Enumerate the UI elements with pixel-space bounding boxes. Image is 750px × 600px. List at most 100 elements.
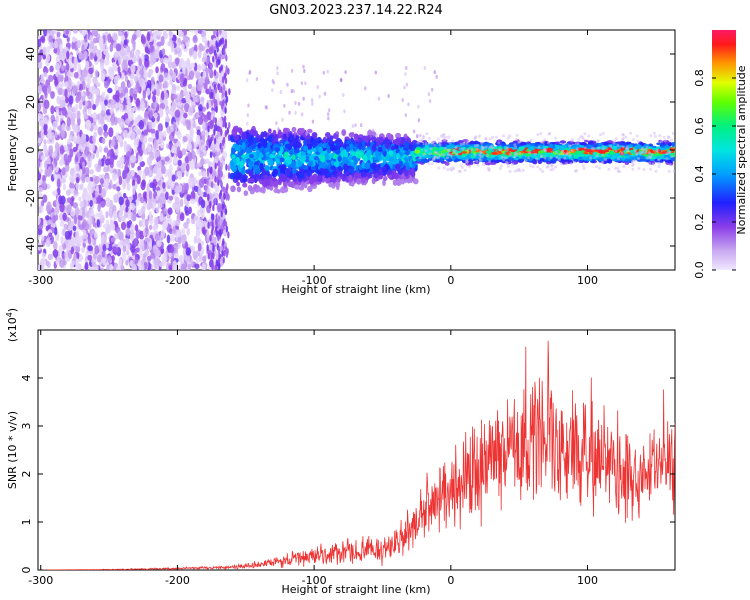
spectrogram-cell xyxy=(88,265,94,270)
spectrogram-cell xyxy=(193,141,199,148)
spectrogram-cell xyxy=(283,186,289,193)
spectrogram-cell xyxy=(222,120,226,128)
spectrogram-cell xyxy=(77,39,81,48)
spectrogram-cell xyxy=(301,155,307,161)
spectrogram-cell xyxy=(217,136,222,143)
spectrogram-cell xyxy=(311,119,315,124)
spectrogram-cell xyxy=(283,151,289,158)
spectrogram-cell xyxy=(102,223,108,229)
spectrogram-cell xyxy=(212,37,217,47)
spectrogram-cell xyxy=(267,158,274,166)
spectrogram-cell xyxy=(306,139,311,145)
spectrogram-cell xyxy=(341,129,347,137)
spectrogram-cell xyxy=(107,255,112,264)
spectrogram-cell xyxy=(304,81,307,86)
spectrogram-cell xyxy=(99,178,105,185)
spectrogram-cell xyxy=(153,139,157,149)
spectrogram-cell xyxy=(175,57,180,67)
spectrogram-cell xyxy=(79,168,83,177)
spectrogram-cell xyxy=(247,185,253,192)
spectrogram-cell xyxy=(239,160,245,169)
spectrogram-cell xyxy=(113,63,118,72)
spectrogram-cell xyxy=(49,40,54,50)
spectrogram-cell xyxy=(364,162,370,170)
spectrogram-cell xyxy=(259,134,264,139)
spectrogram-cell xyxy=(184,241,189,250)
spectrogram-cell xyxy=(89,199,93,208)
spectrogram-cell xyxy=(180,228,186,235)
spectrogram-cell xyxy=(70,112,77,120)
spectrogram-cell xyxy=(222,84,226,92)
spectrogram-cell xyxy=(67,154,72,163)
spectrogram-cell xyxy=(345,145,350,153)
spectrogram-cell xyxy=(147,137,153,143)
spectrogram-cell xyxy=(324,153,330,161)
spectrogram-cell xyxy=(401,136,406,145)
spectrogram-cell xyxy=(62,183,67,191)
spectrogram-cell xyxy=(143,242,148,250)
spectrogram-cell xyxy=(114,51,119,58)
spectrogram-cell xyxy=(216,131,221,138)
spectrogram-cell xyxy=(213,128,216,136)
spectrogram-cell xyxy=(72,123,78,133)
spectrogram-cell xyxy=(89,143,95,152)
spectrogram-cell xyxy=(246,113,250,118)
spectrogram-cell xyxy=(69,240,74,247)
spectrogram-cell xyxy=(60,177,67,184)
spectrogram-cell xyxy=(59,220,65,227)
spectrogram-cell xyxy=(284,143,291,149)
spectrogram-cell xyxy=(171,146,177,154)
spectrogram-cell xyxy=(302,139,309,145)
spectrogram-cell xyxy=(115,43,122,52)
spectrogram-cell xyxy=(221,186,226,192)
spectrogram-cell xyxy=(167,178,173,187)
spectrogram-cell xyxy=(38,187,43,193)
spectrogram-cell xyxy=(263,130,268,138)
spectrogram-cell xyxy=(214,197,217,205)
spectrogram-cell xyxy=(307,171,311,177)
spectrogram-cell xyxy=(218,214,224,225)
spectrogram-cell xyxy=(146,156,152,166)
spectrogram-cell xyxy=(165,92,169,100)
spectrogram-cell xyxy=(216,143,220,153)
spectrogram-cell xyxy=(72,85,78,95)
spectrogram-cell xyxy=(85,90,91,97)
spectrogram-cell xyxy=(95,48,100,58)
spectrogram-cell xyxy=(171,61,176,70)
spectrogram-cell xyxy=(160,90,165,101)
spectrogram-cell xyxy=(63,153,69,162)
spectrogram-cell xyxy=(41,85,48,94)
spectrogram-cell xyxy=(92,30,99,36)
spectrogram-cell xyxy=(204,76,210,85)
spectrogram-cell xyxy=(56,31,61,38)
spectrogram-cell xyxy=(160,229,166,239)
spectrogram-cell xyxy=(195,257,200,264)
spectrogram-cell xyxy=(99,43,106,52)
spectrogram-cell xyxy=(383,175,388,182)
spectrogram-cell xyxy=(200,96,205,102)
spectrogram-cell xyxy=(61,48,66,55)
spectrogram-cell xyxy=(200,45,206,52)
spectrogram-cell xyxy=(155,195,160,201)
spectrogram-cell xyxy=(101,91,106,98)
spectrogram-cell xyxy=(52,120,58,129)
spectrogram-cell xyxy=(109,211,113,219)
spectrogram-cell xyxy=(190,198,196,205)
spectrogram-cell xyxy=(158,137,164,144)
spectrogram-cell xyxy=(58,159,64,166)
spectrogram-cell xyxy=(84,100,89,107)
spectrogram-cell xyxy=(222,256,225,264)
spectrogram-cell xyxy=(287,181,293,188)
spectrogram-cell xyxy=(87,245,93,252)
spectrogram-cell xyxy=(133,237,138,247)
spectrogram-cell xyxy=(187,263,192,270)
spectrogram-cell xyxy=(279,89,283,94)
spectrogram-cell xyxy=(159,261,164,268)
spectrogram-cell xyxy=(272,180,278,188)
spectrogram-cell xyxy=(229,161,235,167)
spectrogram-cell xyxy=(123,140,128,148)
spectrogram-cell xyxy=(206,187,211,196)
spectrogram-cell xyxy=(190,190,196,201)
spectrogram-cell xyxy=(45,237,51,248)
spectrogram-cell xyxy=(225,186,228,194)
